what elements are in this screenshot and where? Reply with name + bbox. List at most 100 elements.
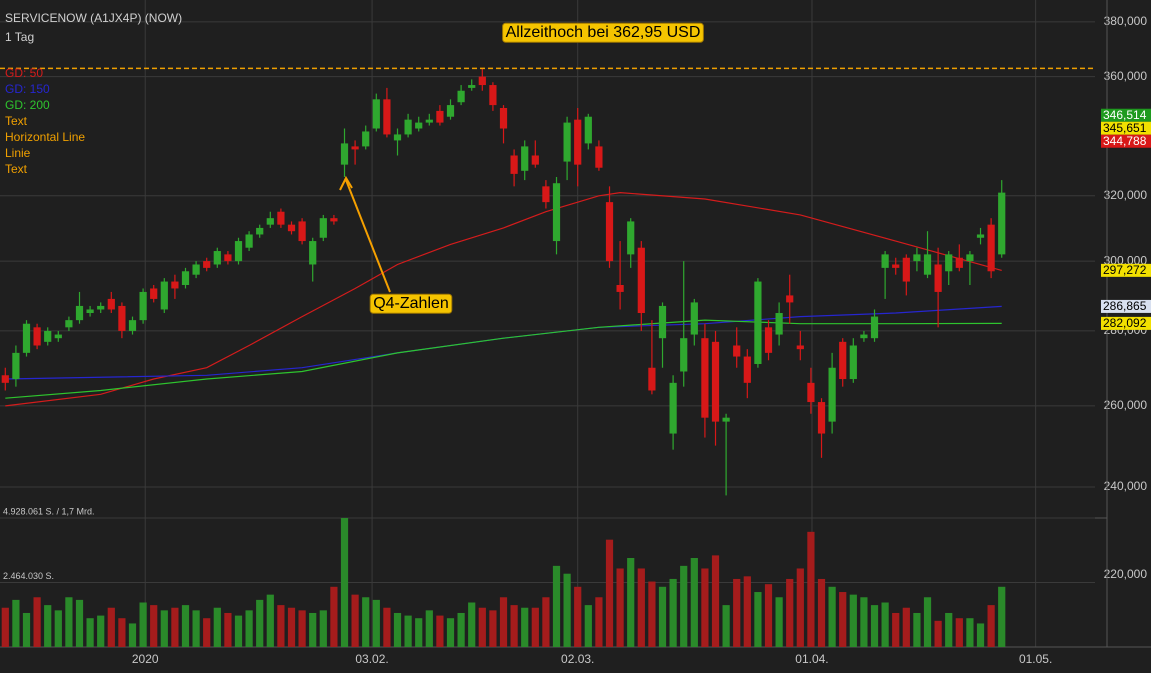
volume-bar — [457, 612, 465, 647]
candle-body — [436, 110, 444, 123]
price-badge-label: 345,651 — [1103, 121, 1147, 135]
volume-bar — [722, 605, 730, 647]
candle-body — [743, 356, 751, 383]
candle-body — [150, 288, 158, 299]
chart-subtitle: 1 Tag — [5, 30, 34, 44]
price-badge — [1101, 299, 1151, 313]
volume-bar — [44, 605, 52, 647]
volume-bar — [298, 610, 306, 647]
volume-bar — [860, 597, 868, 647]
candle-body — [552, 183, 561, 242]
volume-bar — [192, 610, 200, 647]
candle-body — [86, 309, 94, 314]
volume-bar — [256, 599, 264, 647]
annotation-box — [502, 22, 704, 43]
volume-bar — [680, 565, 688, 647]
volume-bar — [86, 618, 94, 647]
volume-bar — [213, 607, 221, 647]
candle-body — [955, 257, 963, 268]
candle-body — [616, 285, 624, 292]
annotation: Allzeithoch bei 362,95 USD — [506, 24, 701, 41]
volume-bar — [224, 612, 232, 647]
volume-bar — [998, 586, 1006, 647]
volume-bar — [309, 612, 317, 647]
volume-bar — [743, 576, 751, 647]
candle-body — [256, 227, 264, 235]
candle-body — [245, 234, 253, 248]
volume-bar — [1, 607, 9, 647]
volume-bar — [627, 557, 635, 647]
volume-bar — [849, 594, 857, 647]
volume-bar — [658, 586, 667, 647]
price-badge-label: 286,865 — [1103, 299, 1147, 313]
candle-body — [425, 119, 433, 123]
volume-bar — [287, 607, 296, 647]
price-badge — [1101, 263, 1151, 277]
volume-bar — [499, 597, 508, 647]
candle-body — [1, 375, 9, 383]
volume-bar — [616, 568, 624, 647]
volume-bar — [796, 568, 804, 647]
annotation-box — [369, 293, 453, 314]
price-badge — [1101, 108, 1151, 122]
volume-bar — [372, 599, 380, 647]
volume-bar — [733, 578, 741, 647]
volume-bar — [807, 531, 815, 647]
candle-body — [786, 295, 794, 303]
volume-tick-label: 4.928.061 S. / 1,7 Mrd. — [3, 506, 95, 516]
candle-body — [319, 218, 327, 238]
candle-body — [340, 143, 349, 165]
volume-bar — [923, 597, 932, 647]
candle-body — [160, 281, 168, 310]
candle-body — [97, 305, 105, 310]
volume-bar — [531, 607, 539, 647]
volume-bar — [552, 565, 561, 647]
candle-body — [627, 221, 635, 255]
candle-body — [637, 247, 645, 314]
y-tick-label: 360,000 — [1104, 69, 1148, 83]
volume-bar — [97, 615, 105, 647]
volume-bar — [436, 615, 444, 647]
candle-body — [224, 254, 232, 262]
volume-bar — [764, 584, 773, 647]
candle-body — [807, 382, 815, 403]
candle-body — [542, 186, 550, 203]
volume-bar — [976, 623, 985, 647]
candle-body — [107, 298, 115, 310]
volume-bar — [510, 605, 518, 647]
volume-bar — [118, 618, 126, 647]
candle-body — [860, 334, 868, 339]
candle-body — [828, 367, 836, 422]
candle-body — [584, 116, 592, 144]
x-tick-label: 03.02. — [355, 652, 388, 666]
candle-body — [870, 316, 879, 339]
candle-body — [817, 402, 826, 434]
candle-body — [934, 264, 942, 292]
volume-bar — [669, 578, 677, 647]
candle-body — [658, 305, 667, 339]
volume-bar — [393, 612, 402, 647]
volume-bar — [605, 539, 614, 647]
candle-body — [192, 264, 200, 275]
volume-bar — [150, 605, 158, 647]
candle-body — [595, 146, 603, 168]
volume-bar — [12, 599, 20, 647]
price-badge-label: 346,514 — [1103, 108, 1147, 122]
volume-bar — [330, 586, 338, 647]
candle-body — [510, 155, 518, 174]
volume-bar — [563, 573, 571, 647]
volume-bar — [75, 599, 84, 647]
candle-body — [489, 85, 497, 106]
volume-bar — [181, 605, 190, 647]
candle-body — [309, 241, 317, 265]
candle-body — [12, 352, 20, 380]
price-badge — [1101, 121, 1151, 135]
volume-bar — [404, 615, 412, 647]
candle-body — [404, 119, 412, 135]
candle-body — [468, 85, 476, 88]
candle-body — [372, 99, 380, 129]
candle-body — [987, 224, 995, 272]
volume-bar — [690, 557, 698, 647]
candle-body — [701, 338, 709, 418]
